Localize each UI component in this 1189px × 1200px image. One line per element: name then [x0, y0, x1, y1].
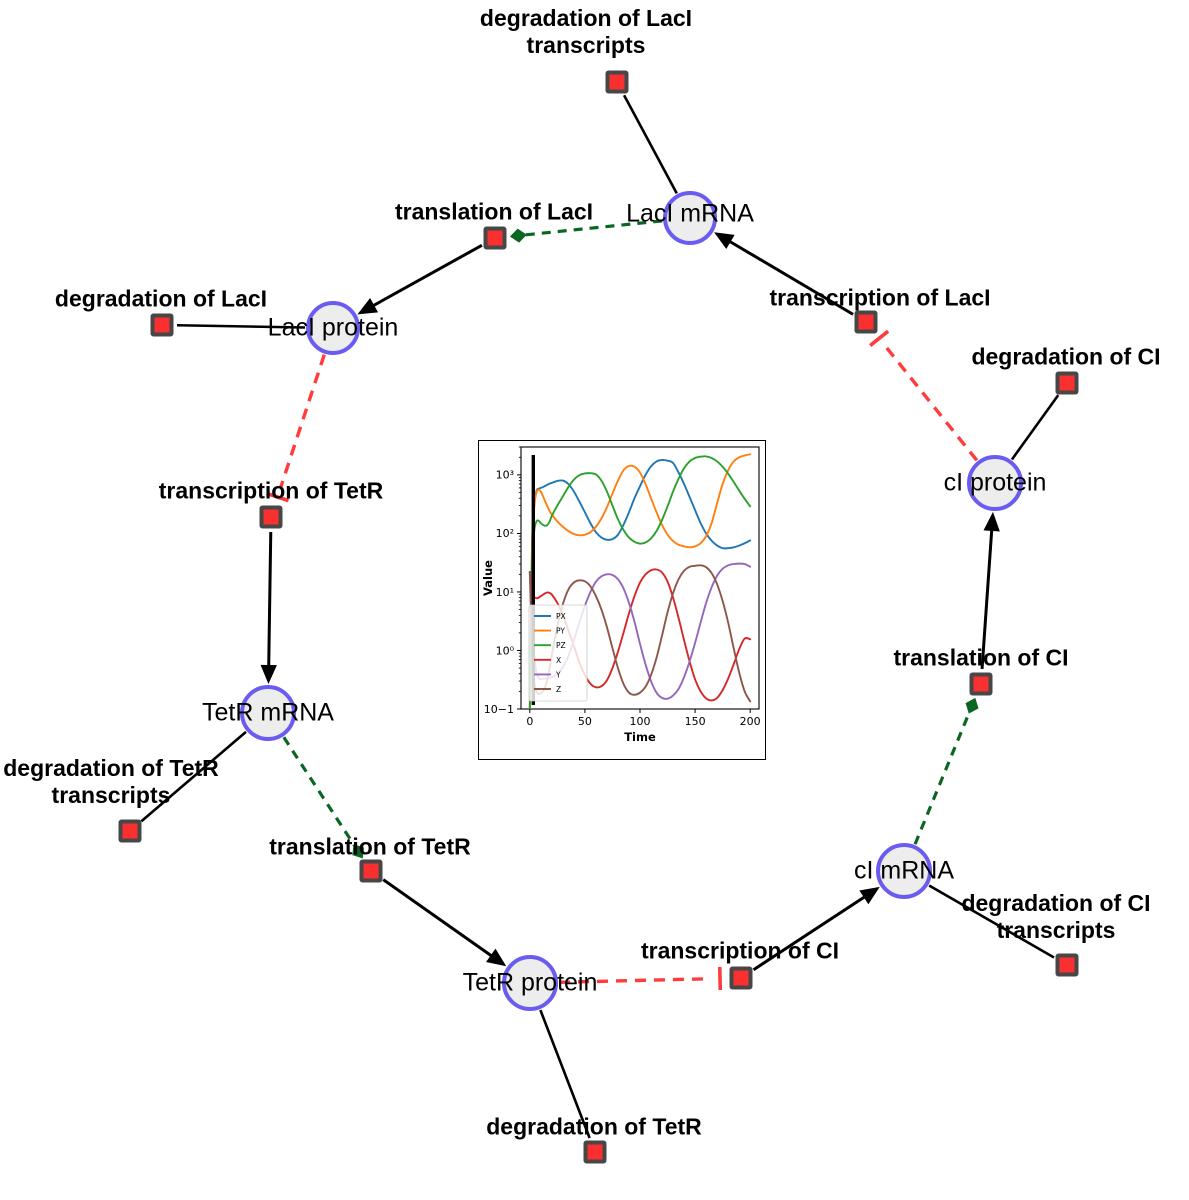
edge-production	[267, 531, 273, 668]
edge-modifier	[524, 219, 663, 237]
edge-production	[752, 894, 867, 972]
species-node-laci_protein[interactable]	[306, 301, 360, 355]
species-node-tetr_protein[interactable]	[502, 955, 558, 1011]
edge-consumption	[1010, 394, 1060, 461]
reaction-node-transcription_ci[interactable]	[729, 966, 753, 990]
edge-modifier	[913, 711, 972, 845]
plot-tick-labels: 10−1 10⁰ 10¹ 10² 10³ 0 50 100 150 200	[484, 469, 761, 728]
edge-consumption	[622, 94, 678, 194]
reaction-node-translation_ci[interactable]	[969, 672, 993, 696]
arrowhead-diamond	[509, 228, 527, 243]
reaction-node-translation_laci[interactable]	[483, 226, 507, 250]
y-tick-label: 10¹	[496, 586, 514, 599]
edge-inhibition	[884, 345, 979, 462]
x-tick-label: 200	[740, 715, 761, 728]
legend-label-Y: Y	[555, 670, 561, 679]
y-tick-label: 10⁰	[496, 644, 515, 657]
x-tick-label: 50	[578, 715, 592, 728]
species-node-ci_mrna[interactable]	[876, 843, 932, 899]
y-tick-label: 10²	[496, 527, 514, 540]
x-tick-label: 150	[685, 715, 706, 728]
arrowhead-triangle	[260, 664, 277, 685]
edge-production	[371, 243, 483, 308]
edge-consumption	[140, 730, 247, 823]
arrowhead-triangle	[486, 948, 507, 967]
edge-modifier	[282, 736, 356, 847]
arrowhead-inhibition-bar	[266, 491, 290, 503]
x-tick-label: 0	[526, 715, 533, 728]
reaction-node-deg_ci[interactable]	[1055, 371, 1079, 395]
edge-inhibition	[558, 977, 711, 985]
edge-inhibition	[279, 354, 326, 489]
y-tick-label: 10−1	[484, 703, 514, 716]
arrowhead-triangle	[859, 886, 880, 905]
reaction-node-deg_tetr[interactable]	[583, 1140, 607, 1164]
legend-label-Z: Z	[556, 685, 561, 694]
arrowhead-inhibition-bar	[717, 966, 723, 991]
arrowhead-diamond	[352, 844, 365, 859]
series-line-PZ	[528, 455, 752, 709]
species-node-ci_protein[interactable]	[967, 455, 1023, 511]
arrowhead-triangle	[357, 298, 379, 315]
plot-ticks	[517, 446, 751, 713]
reaction-node-transcription_laci[interactable]	[854, 310, 878, 334]
arrowhead-triangle	[983, 511, 1000, 532]
legend-label-PX: PX	[556, 612, 566, 621]
edge-production	[727, 239, 854, 316]
edge-consumption	[176, 323, 306, 329]
inset-timeseries-plot: 10−1 10⁰ 10¹ 10² 10³ 0 50 100 150 200 Time Value …	[478, 440, 766, 760]
x-axis-label: Time	[624, 730, 656, 744]
legend-label-PZ: PZ	[556, 641, 566, 650]
reaction-node-deg_laci_transcripts[interactable]	[605, 70, 629, 94]
reaction-node-deg_laci[interactable]	[150, 313, 174, 337]
legend-box	[528, 604, 588, 702]
series-line-X	[528, 568, 752, 702]
edge-consumption	[928, 884, 1055, 959]
species-node-tetr_mrna[interactable]	[240, 685, 296, 741]
arrowhead-triangle	[714, 232, 735, 249]
legend-label-PY: PY	[556, 627, 565, 636]
edge-consumption	[539, 1009, 591, 1139]
arrowhead-inhibition-bar	[869, 329, 890, 347]
edge-production	[980, 528, 994, 670]
legend-label-X: X	[556, 656, 561, 665]
species-node-laci_mrna[interactable]	[663, 191, 717, 245]
reaction-node-transcription_tetr[interactable]	[259, 505, 283, 529]
reaction-node-translation_tetr[interactable]	[359, 859, 383, 883]
y-tick-label: 10³	[496, 469, 514, 482]
plot-legend: PX PY PZ XYZ	[528, 604, 588, 702]
reaction-node-deg_tetr_transcripts[interactable]	[118, 819, 142, 843]
series-line-PY	[528, 453, 752, 709]
edge-production	[382, 878, 494, 958]
y-axis-label: Value	[481, 560, 495, 596]
arrowhead-diamond	[965, 697, 979, 714]
x-tick-label: 100	[630, 715, 651, 728]
reaction-node-deg_ci_transcripts[interactable]	[1055, 953, 1079, 977]
